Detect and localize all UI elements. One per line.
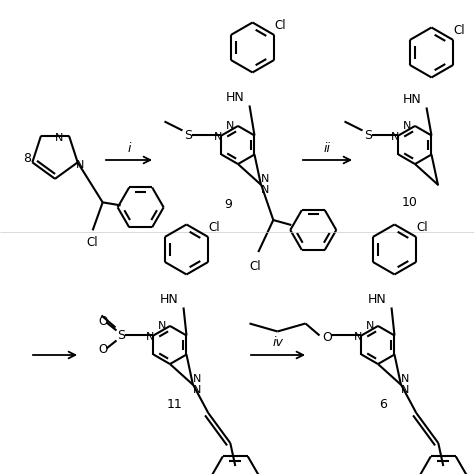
Text: HN: HN xyxy=(226,91,245,104)
Text: N: N xyxy=(401,374,409,384)
Text: S: S xyxy=(365,129,373,142)
Text: N: N xyxy=(75,160,84,170)
Text: Cl: Cl xyxy=(87,236,99,249)
Text: S: S xyxy=(184,129,192,142)
Text: N: N xyxy=(146,332,155,343)
Text: N: N xyxy=(354,332,363,343)
Text: iv: iv xyxy=(273,337,283,349)
Text: O: O xyxy=(99,343,108,356)
Text: S: S xyxy=(118,329,126,342)
Text: N: N xyxy=(193,374,201,384)
Text: HN: HN xyxy=(403,93,422,106)
Text: N: N xyxy=(403,121,411,131)
Text: N: N xyxy=(158,321,166,331)
Text: N: N xyxy=(226,121,234,131)
Text: N: N xyxy=(261,174,269,184)
Text: i: i xyxy=(127,142,131,155)
Text: N: N xyxy=(261,185,270,195)
Text: HN: HN xyxy=(160,293,179,306)
Text: 6: 6 xyxy=(379,399,387,411)
Text: N: N xyxy=(366,321,374,331)
Text: N: N xyxy=(392,132,400,143)
Text: N: N xyxy=(401,385,410,395)
Text: O: O xyxy=(99,315,108,328)
Text: Cl: Cl xyxy=(417,221,428,234)
Text: N: N xyxy=(214,132,223,143)
Text: 8: 8 xyxy=(23,152,31,164)
Text: 11: 11 xyxy=(167,399,183,411)
Text: HN: HN xyxy=(368,293,387,306)
Text: 9: 9 xyxy=(224,199,232,211)
Text: O: O xyxy=(323,331,332,344)
Text: ii: ii xyxy=(324,142,331,155)
Text: 10: 10 xyxy=(402,197,418,210)
Text: Cl: Cl xyxy=(209,221,220,234)
Text: N: N xyxy=(193,385,201,395)
Text: Cl: Cl xyxy=(454,24,465,37)
Text: Cl: Cl xyxy=(249,260,261,273)
Text: N: N xyxy=(55,133,63,143)
Text: Cl: Cl xyxy=(275,19,286,32)
